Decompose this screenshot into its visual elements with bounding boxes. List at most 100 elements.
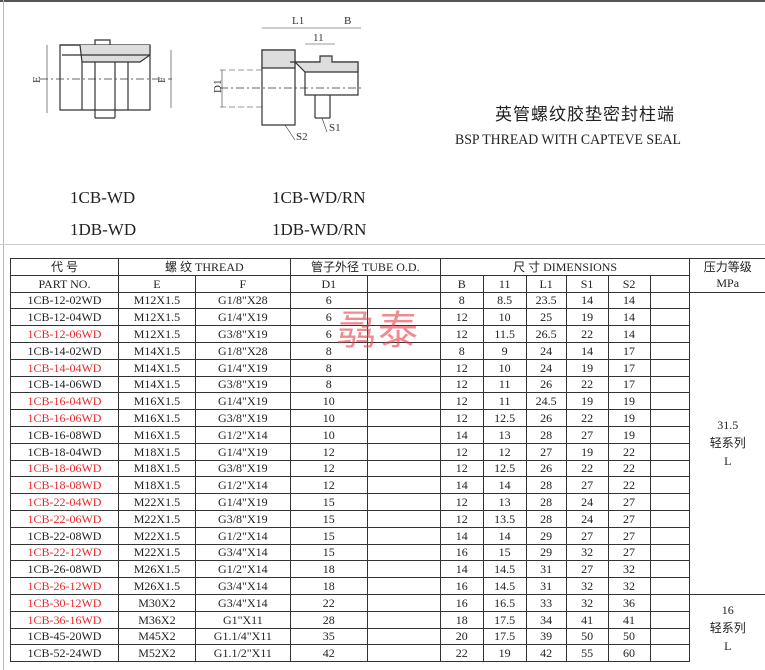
cell-b: 12 [439,442,484,461]
table-row: 1CB-52-24WD M52X2 G1.1/2"X11 42 22 19 42 55 60 [10,644,765,663]
cell-e: M14X1.5 [117,341,196,360]
cell-f: G3/8"X19 [194,459,291,478]
cell-b: 14 [439,560,484,579]
label-s2: S2 [296,131,308,143]
cell-b: 22 [439,644,484,663]
cell-e: M16X1.5 [117,409,196,427]
cell-blank [366,593,441,612]
cell-part: 1CB-36-16WD [10,610,119,629]
cell-f: G3/8"X19 [194,509,291,528]
cell-s1: 27 [565,425,609,444]
cell-blank [649,409,691,427]
model-1db-wd-rn: 1DB-WD/RN [272,220,367,239]
table-row: 1CB-16-06WD M16X1.5 G3/8"X19 10 12 12.5 26 22 19 [10,409,765,427]
header-f: F [194,274,291,293]
cell-b: 12 [439,509,484,528]
cell-f: G3/8"X19 [194,375,291,394]
cell-blank [366,409,441,427]
pressure-code: L [724,639,732,654]
cell-blank [649,375,691,394]
cell-e: M22X1.5 [117,543,196,562]
pressure-value: 31.5 [717,418,739,433]
cell-s2: 60 [607,644,651,663]
cell-L1: 24 [525,341,567,360]
cell-blank [366,442,441,461]
cell-l1s: 14.5 [482,560,527,579]
cell-l1s: 11 [482,392,527,411]
cell-l1s: 10 [482,358,527,377]
title-chinese: 英管螺纹胶垫密封柱端 [495,105,675,124]
cell-blank [649,526,691,545]
cell-blank [366,610,441,629]
cell-s1: 24 [565,509,609,528]
cell-f: G1/8"X28 [194,341,291,360]
cell-s1: 19 [565,358,609,377]
cell-blank [366,543,441,562]
cell-s2: 17 [607,341,651,360]
label-l1: L1 [292,15,304,27]
cell-part: 1CB-16-08WD [10,425,119,444]
cell-d1: 10 [289,409,368,427]
cell-l1s: 13 [482,425,527,444]
cell-blank [649,610,691,629]
header-row-2: PART NO. E F D1 B 11 L1 S1 S2 MPa [10,274,765,293]
cell-blank [366,526,441,545]
table-row: 1CB-12-04WD M12X1.5 G1/4"X19 6 12 10 25 19 14 [10,308,765,327]
cell-e: M14X1.5 [117,375,196,394]
header-tube: 管子外径 TUBE O.D. [289,258,441,276]
cell-e: M12X1.5 [117,291,196,310]
cell-s2: 36 [607,593,651,612]
cell-f: G1/4"X19 [194,358,291,377]
cell-blank [649,493,691,511]
cell-blank [649,644,691,663]
cell-b: 16 [439,577,484,595]
cell-f: G1.1/4"X11 [194,627,291,646]
cell-s1: 22 [565,459,609,478]
cell-e: M16X1.5 [117,425,196,444]
cell-b: 12 [439,493,484,511]
cell-blank [366,509,441,528]
watermark: 骉泰 [336,308,420,354]
cell-s1: 41 [565,610,609,629]
cell-e: M18X1.5 [117,442,196,461]
cell-l1s: 12.5 [482,409,527,427]
cell-blank [366,375,441,394]
header-row-1: 代 号 螺 纹 THREAD 管子外径 TUBE O.D. 尺 寸 DIMENS… [10,258,765,276]
cell-b: 14 [439,526,484,545]
cell-l1s: 12 [482,442,527,461]
top-rule [0,0,765,2]
cell-blank [649,543,691,562]
table-row: 1CB-18-06WD M18X1.5 G3/8"X19 12 12 12.5 26 22 22 [10,459,765,478]
dimensions-table: 代 号 螺 纹 THREAD 管子外径 TUBE O.D. 尺 寸 DIMENS… [10,258,765,663]
header-l1: L1 [525,274,567,293]
label-e: E [31,76,43,83]
cell-e: M36X2 [117,610,196,629]
cell-blank [649,325,691,343]
cell-s1: 55 [565,644,609,663]
cell-l1s: 15 [482,543,527,562]
cell-b: 12 [439,325,484,343]
table-row: 1CB-30-12WD M30X2 G3/4"X14 22 16 16.5 33 32 36 16… [10,593,765,662]
cell-part: 1CB-26-08WD [10,560,119,579]
cell-d1: 15 [289,493,368,511]
cell-s2: 14 [607,308,651,327]
cell-part: 1CB-12-06WD [10,325,119,343]
cell-l1s: 16.5 [482,593,527,612]
cell-s1: 32 [565,577,609,595]
cell-e: M18X1.5 [117,459,196,478]
cell-f: G1"X11 [194,610,291,629]
table-row: 1CB-18-04WD M18X1.5 G1/4"X19 12 12 12 27 19 22 [10,442,765,461]
cell-d1: 12 [289,442,368,461]
cell-part: 1CB-16-04WD [10,392,119,411]
table-row: 1CB-26-12WD M26X1.5 G3/4"X14 18 16 14.5 31 32 32 [10,577,765,595]
cell-L1: 26 [525,375,567,394]
cell-L1: 26 [525,409,567,427]
cell-s2: 41 [607,610,651,629]
cell-s1: 19 [565,392,609,411]
cell-blank [366,425,441,444]
cell-blank [649,459,691,478]
model-1db-wd: 1DB-WD [70,220,137,239]
cell-s2: 14 [607,291,651,310]
cell-s2: 22 [607,459,651,478]
cell-s2: 27 [607,509,651,528]
